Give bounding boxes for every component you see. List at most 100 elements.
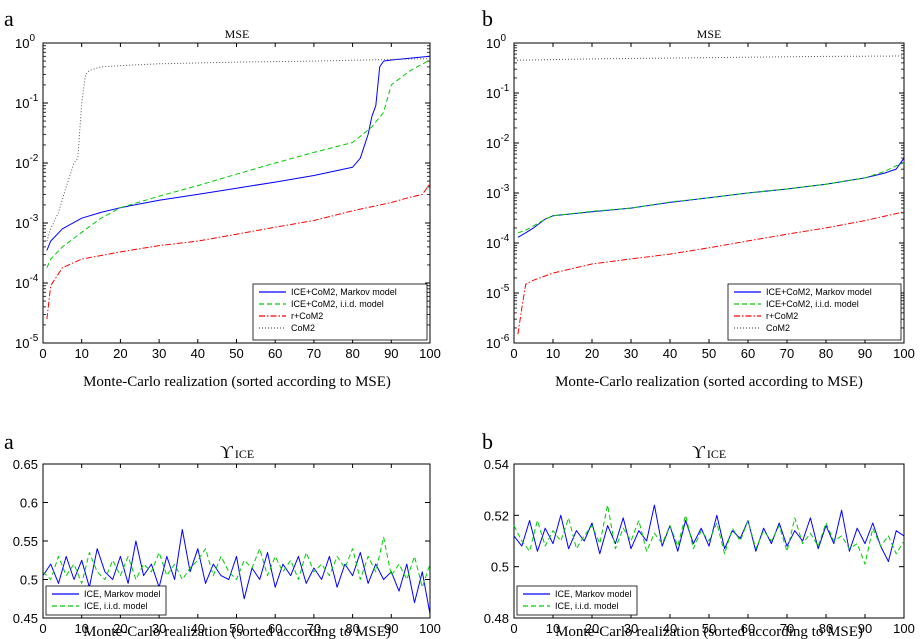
tick-group: 0 10 20 30 40 50 60 70 80 90 100 0.48 0.5 0.52 0.54: [484, 457, 915, 636]
series-line: [42, 536, 431, 588]
y-tick-label: 0.5: [491, 560, 509, 575]
x-axis-label: Monte-Carlo realization (sorted accordin…: [555, 624, 863, 639]
x-tick-label: 50: [702, 346, 716, 361]
y-tick-label: 10-1: [15, 93, 39, 111]
x-tick-label: 60: [268, 346, 282, 361]
x-tick-label: 20: [113, 346, 127, 361]
series-group: [513, 55, 905, 335]
series-group: [42, 529, 431, 615]
x-tick-label: 0: [39, 621, 46, 636]
y-tick-label: 10-1: [486, 83, 510, 101]
y-tick-label: 10-2: [486, 133, 510, 151]
panel-label: a: [4, 429, 14, 454]
chart-title: ϒ ICE: [220, 442, 254, 462]
y-tick-label: 0.6: [20, 496, 38, 511]
y-tick-label: 10-5: [486, 283, 510, 301]
series-line: [513, 55, 905, 61]
x-tick-label: 100: [893, 346, 915, 361]
x-tick-label: 30: [624, 346, 638, 361]
y-tick-label: 10-5: [15, 333, 39, 351]
x-tick-label: 100: [419, 346, 441, 361]
x-tick-label: 0: [39, 346, 46, 361]
x-axis-label: Monte-Carlo realization (sorted accordin…: [83, 624, 391, 639]
y-tick-label: 10-6: [486, 333, 510, 351]
x-tick-label: 30: [152, 346, 166, 361]
y-tick-label: 100: [486, 33, 506, 51]
x-tick-label: 70: [780, 346, 794, 361]
x-tick-label: 60: [268, 621, 282, 636]
x-tick-label: 100: [893, 621, 915, 636]
chart-title-symbol: ϒ: [220, 442, 234, 462]
chart-bottom-right: b ϒ ICE 0 10 20 30 40 50 60 70 80 90 100 0.48 0.5 0.52…: [482, 429, 915, 639]
legend-entry: ICE, i.i.d. model: [84, 601, 148, 611]
legend: ICE, Markov model ICE, i.i.d. model: [45, 585, 167, 616]
x-tick-label: 0: [510, 346, 517, 361]
legend-entry: ICE+CoM2, Markov model: [291, 287, 397, 297]
y-tick-label: 0.45: [13, 611, 38, 626]
y-tick-label: 10-4: [15, 273, 39, 291]
legend-entry: ICE+CoM2, i.i.d. model: [766, 299, 859, 309]
x-tick-label: 0: [510, 621, 517, 636]
x-tick-label: 70: [307, 621, 321, 636]
y-tick-label: 10-3: [486, 183, 510, 201]
chart-top-left: a MSE 0 10 20 30 40 50 60 70 80 90 100 10-5 10-4 10-3…: [4, 6, 441, 390]
x-tick-label: 40: [663, 621, 677, 636]
legend: ICE+CoM2, Markov model ICE+CoM2, i.i.d. …: [727, 283, 902, 341]
x-tick-label: 30: [624, 621, 638, 636]
chart-title-subscript: ICE: [235, 447, 254, 461]
legend-entry: r+CoM2: [766, 311, 798, 321]
x-tick-label: 90: [858, 621, 872, 636]
x-tick-label: 50: [702, 621, 716, 636]
y-tick-label: 0.5: [20, 573, 38, 588]
panel-label: a: [4, 6, 14, 31]
series-group: [513, 504, 905, 565]
legend-box: [45, 585, 167, 616]
legend-box: [252, 283, 428, 341]
y-tick-label: 10-2: [15, 153, 39, 171]
y-tick-label: 0.48: [484, 611, 509, 626]
x-tick-label: 20: [113, 621, 127, 636]
y-tick-label: 0.52: [484, 508, 509, 523]
x-tick-label: 70: [307, 346, 321, 361]
series-line: [46, 59, 431, 268]
x-tick-label: 80: [345, 621, 359, 636]
y-tick-label: 10-3: [15, 213, 39, 231]
chart-title: MSE: [225, 27, 250, 41]
x-tick-label: 90: [384, 621, 398, 636]
series-line: [513, 504, 905, 565]
series-line: [517, 162, 905, 234]
legend-entry: ICE, i.i.d. model: [555, 601, 619, 611]
x-tick-label: 90: [384, 346, 398, 361]
tick-group: 0 10 20 30 40 50 60 70 80 90 100 0.45 0.5 0.55 0.6 0.65: [13, 457, 441, 636]
series-line: [46, 183, 431, 320]
x-tick-label: 20: [585, 621, 599, 636]
x-tick-label: 40: [191, 346, 205, 361]
x-tick-label: 80: [819, 346, 833, 361]
x-tick-label: 40: [191, 621, 205, 636]
x-tick-label: 40: [663, 346, 677, 361]
legend: ICE+CoM2, Markov model ICE+CoM2, i.i.d. …: [252, 283, 428, 341]
x-axis-label: Monte-Carlo realization (sorted accordin…: [555, 374, 863, 390]
x-tick-label: 70: [780, 621, 794, 636]
x-tick-label: 50: [229, 346, 243, 361]
x-tick-label: 10: [546, 621, 560, 636]
series-line: [513, 504, 905, 562]
x-tick-label: 10: [546, 346, 560, 361]
legend-entry: ICE, Markov model: [84, 589, 161, 599]
y-tick-label: 0.65: [13, 457, 38, 472]
x-tick-label: 90: [858, 346, 872, 361]
x-tick-label: 10: [74, 346, 88, 361]
x-axis-label: Monte-Carlo realization (sorted accordin…: [83, 374, 391, 390]
x-tick-label: 80: [819, 621, 833, 636]
legend-box: [516, 585, 638, 616]
legend: ICE, Markov model ICE, i.i.d. model: [516, 585, 638, 616]
tick-group: 0 10 20 30 40 50 60 70 80 90 100 10-5 10-4 10-3 10-2 10…: [15, 33, 441, 361]
chart-title-symbol: ϒ: [692, 442, 706, 462]
panel-label: b: [482, 429, 493, 454]
chart-top-right: b MSE 0 10 20 30 40 50 60 70 80 90 100 10-6 10-5 10-4…: [482, 6, 915, 390]
x-tick-label: 100: [419, 621, 441, 636]
x-tick-label: 80: [345, 346, 359, 361]
legend-entry: CoM2: [766, 323, 790, 333]
series-line: [46, 58, 431, 242]
